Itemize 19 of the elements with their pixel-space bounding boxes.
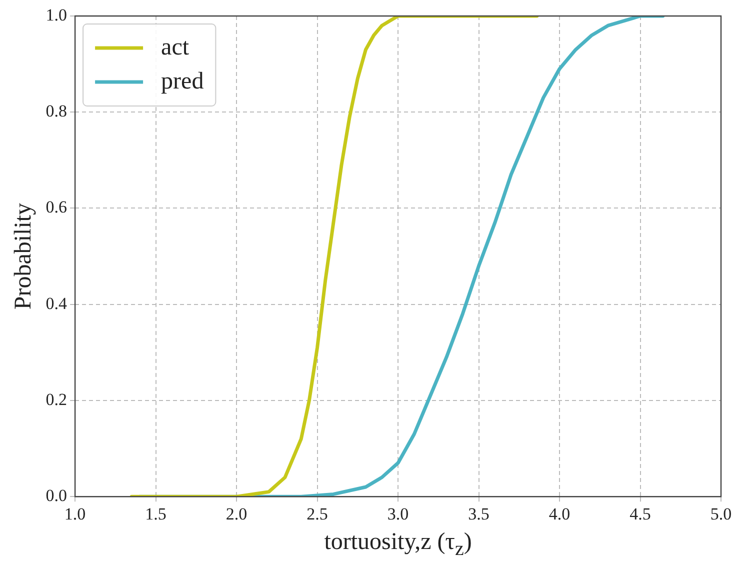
legend-label: pred xyxy=(161,68,204,94)
x-tick-label: 1.0 xyxy=(64,504,86,524)
y-tick-label: 0.2 xyxy=(46,390,68,409)
y-tick-label: 0.0 xyxy=(46,486,68,506)
x-tick-label: 1.5 xyxy=(145,504,166,524)
x-tick-label: 2.0 xyxy=(226,504,248,524)
x-tick-label: 4.5 xyxy=(630,504,651,524)
y-tick-label: 0.4 xyxy=(46,294,68,313)
x-tick-label: 5.0 xyxy=(710,504,732,524)
y-tick-label: 0.6 xyxy=(46,198,68,217)
y-axis-title: Probability xyxy=(10,202,37,310)
x-tick-label: 3.5 xyxy=(468,504,490,524)
y-tick-label: 1.0 xyxy=(46,5,68,24)
x-tick-label: 2.5 xyxy=(306,504,328,524)
x-tick-label: 3.0 xyxy=(387,504,409,524)
x-axis-title: tortuosity,z (τ$_{z}$) xyxy=(324,528,472,560)
y-tick-label: 0.8 xyxy=(46,102,68,121)
x-tick-label: 4.0 xyxy=(548,504,570,524)
legend-label: act xyxy=(161,34,190,60)
